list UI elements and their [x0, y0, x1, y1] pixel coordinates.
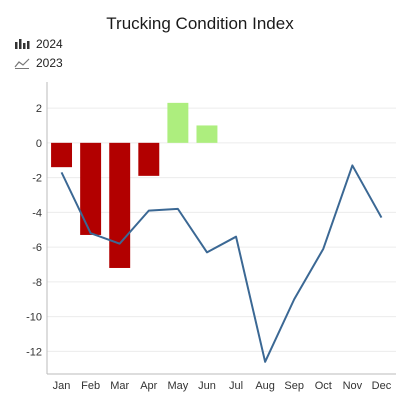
x-tick-label: Jan — [53, 380, 71, 392]
legend-item-2023: 2023 — [14, 53, 63, 72]
x-tick-label: Sep — [284, 380, 304, 392]
legend-label-2024: 2024 — [36, 36, 63, 51]
bar-chart-icon — [15, 38, 30, 49]
bar-2024-may — [167, 102, 189, 143]
line-2023 — [60, 164, 383, 363]
y-tick-label: 2 — [36, 103, 42, 115]
bar-2024-apr — [138, 142, 160, 176]
x-tick-label: Mar — [110, 380, 129, 392]
x-tick-label: Nov — [343, 380, 363, 392]
y-tick-label: -12 — [26, 346, 42, 358]
x-tick-label: Dec — [372, 380, 392, 392]
x-tick-label: Jun — [198, 380, 216, 392]
y-tick-label: -8 — [32, 277, 42, 289]
y-tick-label: -4 — [32, 207, 42, 219]
bar-2024-mar — [109, 142, 131, 268]
y-tick-label: -2 — [32, 173, 42, 185]
x-tick-label: Feb — [81, 380, 100, 392]
x-tick-label: Oct — [315, 380, 332, 392]
y-tick-label: -10 — [26, 312, 42, 324]
bar-2024-jan — [51, 142, 73, 168]
y-tick-label: 0 — [36, 138, 42, 150]
bar-2024-feb — [80, 142, 102, 235]
legend-item-2024: 2024 — [14, 34, 63, 53]
legend-label-2023: 2023 — [36, 55, 63, 70]
y-tick-label: -6 — [32, 242, 42, 254]
line-chart-icon — [14, 58, 30, 69]
chart-title: Trucking Condition Index — [106, 14, 294, 33]
legend: 2024 2023 — [14, 34, 63, 72]
x-tick-label: May — [167, 380, 188, 392]
x-tick-label: Jul — [229, 380, 243, 392]
x-tick-label: Apr — [140, 380, 157, 392]
x-tick-label: Aug — [255, 380, 275, 392]
bar-2024-jun — [196, 125, 218, 143]
